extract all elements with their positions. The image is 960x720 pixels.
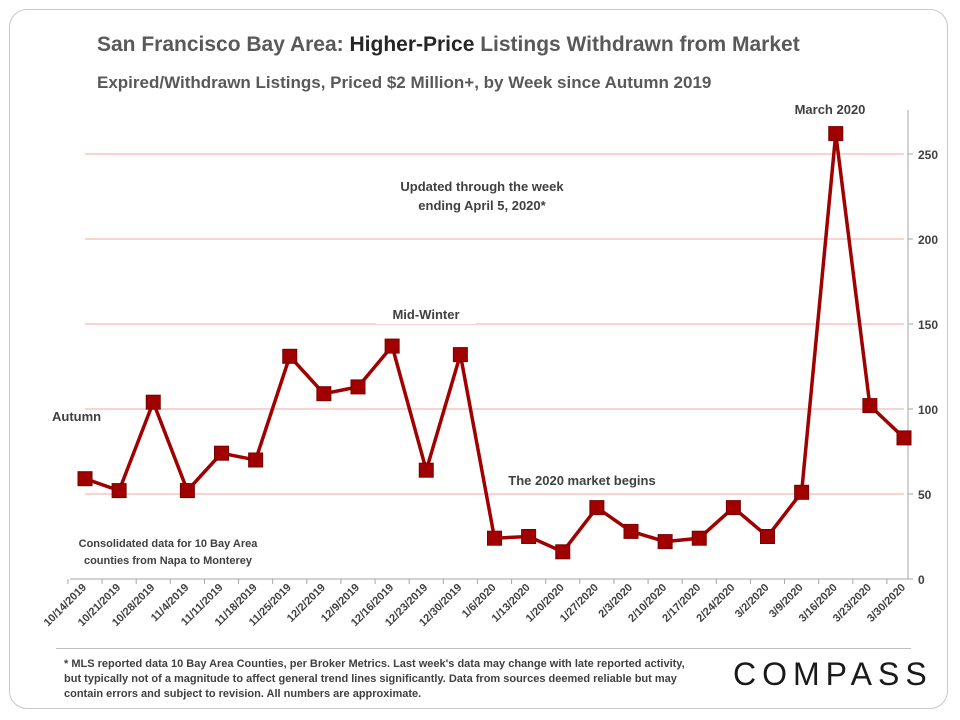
data-point bbox=[214, 445, 229, 461]
compass-logo: COMPASS bbox=[733, 656, 933, 692]
annotation: Mid-Winter bbox=[392, 307, 459, 322]
slide-frame bbox=[9, 9, 948, 709]
data-point bbox=[350, 379, 366, 395]
data-point bbox=[555, 544, 571, 560]
data-point bbox=[862, 398, 878, 414]
data-point bbox=[248, 452, 264, 468]
y-tick-label: 0 bbox=[918, 573, 925, 587]
data-point bbox=[589, 500, 605, 516]
chart-title: San Francisco Bay Area: Higher-Price Lis… bbox=[97, 33, 800, 57]
data-point bbox=[828, 126, 844, 142]
annotation: Consolidated data for 10 Bay Area bbox=[79, 538, 259, 550]
annotation: ending April 5, 2020* bbox=[418, 198, 546, 213]
data-point bbox=[691, 530, 707, 546]
data-point bbox=[418, 462, 434, 478]
y-tick-label: 150 bbox=[918, 318, 938, 332]
data-point bbox=[145, 394, 161, 410]
data-point bbox=[760, 529, 775, 544]
annotation: Autumn bbox=[52, 409, 101, 424]
data-point bbox=[725, 500, 741, 516]
data-point bbox=[179, 483, 195, 499]
footer-divider bbox=[56, 648, 911, 649]
x-tick-label: 3/2/2020 bbox=[733, 582, 772, 621]
data-point bbox=[384, 338, 400, 354]
data-point bbox=[282, 348, 298, 364]
data-point bbox=[316, 386, 332, 402]
chart-subtitle: Expired/Withdrawn Listings, Priced $2 Mi… bbox=[97, 73, 712, 92]
annotation: March 2020 bbox=[795, 102, 866, 117]
series-line bbox=[84, 131, 906, 554]
title-part-3: Listings Withdrawn from Market bbox=[474, 33, 800, 56]
y-tick-label: 250 bbox=[918, 148, 938, 162]
data-point bbox=[77, 471, 93, 487]
data-point bbox=[487, 530, 502, 546]
annotation: counties from Napa to Monterey bbox=[84, 555, 253, 567]
data-point bbox=[896, 430, 912, 446]
data-point bbox=[623, 523, 639, 539]
mid-winter-label-backing bbox=[376, 304, 476, 324]
footnote: * MLS reported data 10 Bay Area Counties… bbox=[64, 658, 685, 700]
data-point bbox=[657, 534, 673, 550]
y-tick-label: 100 bbox=[918, 403, 938, 417]
title-part-emphasis: Higher-Price bbox=[349, 33, 475, 56]
annotation: The 2020 market begins bbox=[508, 473, 655, 488]
data-point bbox=[794, 484, 810, 500]
data-point bbox=[452, 347, 468, 363]
y-tick-label: 50 bbox=[918, 488, 932, 502]
annotation: Updated through the week bbox=[400, 179, 564, 194]
y-tick-label: 200 bbox=[918, 233, 938, 247]
data-point bbox=[521, 529, 537, 544]
title-part-1: San Francisco Bay Area: bbox=[97, 33, 350, 56]
data-point bbox=[111, 483, 127, 499]
